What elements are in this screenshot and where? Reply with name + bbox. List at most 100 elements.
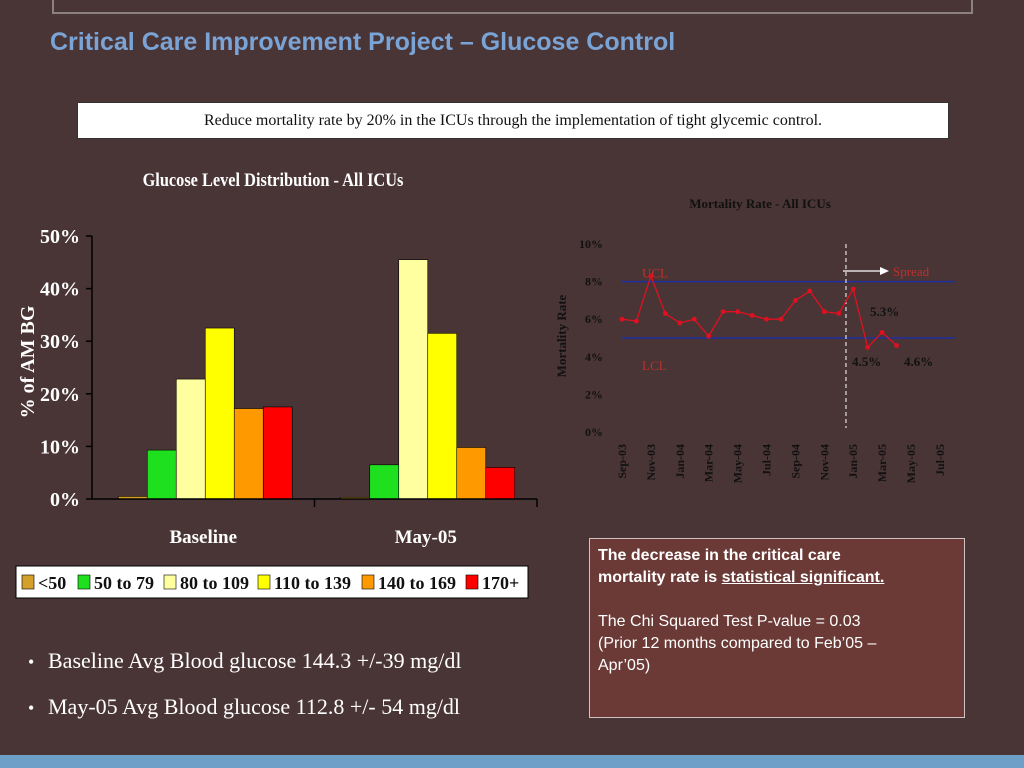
note-line-underlined: statistical significant. bbox=[721, 569, 885, 586]
line-x-tick-label: Jan-05 bbox=[846, 444, 860, 479]
line-y-tick-label: 10% bbox=[579, 237, 603, 251]
top-frame bbox=[52, 0, 973, 14]
objective-text: Reduce mortality rate by 20% in the ICUs… bbox=[203, 111, 823, 129]
mortality-point bbox=[894, 343, 899, 348]
legend-swatch bbox=[163, 574, 177, 590]
mortality-point bbox=[764, 316, 769, 322]
line-x-tick-label: Sep-03 bbox=[615, 444, 629, 479]
legend-swatch bbox=[21, 574, 35, 590]
mortality-point bbox=[634, 318, 639, 324]
line-chart-ylabel: Mortality Rate bbox=[554, 294, 569, 377]
bar-series bbox=[117, 259, 516, 500]
note-line-plain: mortality rate is bbox=[598, 569, 722, 586]
mortality-point bbox=[865, 345, 871, 350]
legend-label: 110 to 139 bbox=[274, 573, 351, 593]
line-y-tick-label: 2% bbox=[585, 387, 603, 401]
mortality-point bbox=[677, 320, 683, 326]
mortality-point bbox=[691, 316, 697, 322]
mortality-point bbox=[879, 329, 885, 335]
mortality-point bbox=[662, 311, 668, 316]
bar-y-axis: 0% 10% 20% 30% 40% 50% bbox=[40, 226, 92, 511]
mortality-point bbox=[735, 309, 740, 315]
bar bbox=[369, 464, 400, 500]
legend-label: 50 to 79 bbox=[94, 573, 154, 593]
note-line: The Chi Squared Test P-value = 0.03 bbox=[598, 613, 861, 630]
bar-x-tick-label: Baseline bbox=[169, 527, 237, 548]
line-chart-title: Mortality Rate - All ICUs bbox=[689, 196, 831, 211]
bar-y-tick-label: 10% bbox=[40, 436, 80, 458]
line-y-tick-label: 0% bbox=[585, 425, 603, 439]
significance-note: The decrease in the critical care mortal… bbox=[589, 538, 965, 718]
bullet-text: May-05 Avg Blood glucose 112.8 +/- 54 mg… bbox=[48, 694, 461, 719]
note-line: mortality rate is statistical significan… bbox=[598, 567, 956, 589]
bar-chart-ylabel: % of AM BG bbox=[17, 305, 39, 418]
note-line: Apr’05) bbox=[598, 657, 651, 674]
line-x-tick-label: Jan-04 bbox=[673, 444, 687, 479]
annotation-label: 5.3% bbox=[870, 304, 899, 319]
mortality-point bbox=[807, 288, 813, 294]
line-y-axis: 0% 2% 4% 6% 8% 10% bbox=[579, 237, 603, 439]
spread-label: Spread bbox=[893, 264, 930, 279]
mortality-point bbox=[821, 309, 827, 315]
line-x-tick-label: Mar-04 bbox=[702, 444, 716, 482]
bar bbox=[456, 447, 487, 500]
mortality-point bbox=[720, 309, 726, 315]
mortality-point bbox=[706, 333, 712, 339]
bar-chart: Glucose Level Distribution - All ICUs % … bbox=[15, 169, 538, 599]
chart-panel: Glucose Level Distribution - All ICUs % … bbox=[15, 169, 955, 599]
line-x-tick-label: Jul-04 bbox=[760, 444, 774, 476]
bullet-dot-icon: • bbox=[28, 698, 35, 718]
bar-x-ticks: Baseline May-05 bbox=[169, 499, 538, 548]
line-x-tick-label: Nov-03 bbox=[644, 444, 658, 481]
line-x-tick-label: Sep-04 bbox=[788, 444, 802, 479]
bullet-item: • Baseline Avg Blood glucose 144.3 +/-39… bbox=[28, 648, 461, 694]
legend-swatch bbox=[77, 574, 91, 590]
slide-title: Critical Care Improvement Project – Gluc… bbox=[50, 28, 676, 56]
bar-y-tick-label: 50% bbox=[40, 226, 80, 248]
bar bbox=[233, 408, 264, 500]
mortality-point bbox=[850, 286, 856, 292]
mortality-point bbox=[619, 316, 625, 322]
note-line: (Prior 12 months compared to Feb’05 – bbox=[598, 635, 877, 652]
annotation-label: 4.6% bbox=[904, 354, 933, 369]
legend-label: 170+ bbox=[482, 573, 519, 593]
bullet-dot-icon: • bbox=[28, 652, 35, 672]
bar bbox=[175, 378, 206, 500]
mortality-point bbox=[836, 311, 842, 316]
bar bbox=[262, 406, 293, 500]
bar-y-tick-label: 40% bbox=[40, 279, 80, 301]
bullet-item: • May-05 Avg Blood glucose 112.8 +/- 54 … bbox=[28, 694, 461, 740]
bar bbox=[204, 327, 235, 500]
bar-legend: <50 50 to 79 80 to 109 110 to 139 140 to 169… bbox=[21, 573, 519, 593]
bullet-text: Baseline Avg Blood glucose 144.3 +/-39 m… bbox=[48, 648, 462, 673]
bar bbox=[485, 467, 516, 500]
bar-legend-box bbox=[15, 565, 529, 599]
line-series bbox=[619, 273, 899, 350]
bar-y-tick-label: 0% bbox=[50, 489, 80, 511]
line-y-tick-label: 8% bbox=[585, 275, 603, 289]
legend-label: <50 bbox=[38, 573, 66, 593]
legend-swatch bbox=[257, 574, 271, 590]
legend-swatch bbox=[465, 574, 479, 590]
spread-arrow-head bbox=[880, 267, 889, 275]
mortality-point bbox=[648, 273, 654, 279]
ucl-label: UCL bbox=[642, 266, 668, 281]
annotation-label: 4.5% bbox=[852, 354, 881, 369]
lcl-label: LCL bbox=[642, 358, 667, 373]
line-x-tick-label: Nov-04 bbox=[817, 444, 831, 481]
line-x-tick-label: Mar-05 bbox=[875, 444, 889, 482]
legend-swatch bbox=[361, 574, 375, 590]
legend-label: 140 to 169 bbox=[378, 573, 456, 593]
line-x-tick-label: Jul-05 bbox=[933, 444, 947, 476]
line-chart: Mortality Rate - All ICUs Mortality Rate… bbox=[554, 196, 955, 483]
bar bbox=[146, 449, 177, 500]
mortality-point bbox=[749, 313, 755, 318]
mortality-point bbox=[793, 298, 798, 303]
note-line: The decrease in the critical care bbox=[598, 547, 841, 564]
line-y-tick-label: 4% bbox=[585, 350, 603, 364]
bar-x-tick-label: May-05 bbox=[395, 527, 457, 548]
bar-y-tick-label: 20% bbox=[40, 384, 80, 406]
objective-box: Reduce mortality rate by 20% in the ICUs… bbox=[77, 102, 949, 139]
line-x-ticks: Sep-03 Nov-03 Jan-04 Mar-04 May-04 Jul-04 Sep-… bbox=[615, 444, 947, 483]
line-annotations: Spread 5.3% 4.5% 4.6% bbox=[843, 264, 933, 369]
